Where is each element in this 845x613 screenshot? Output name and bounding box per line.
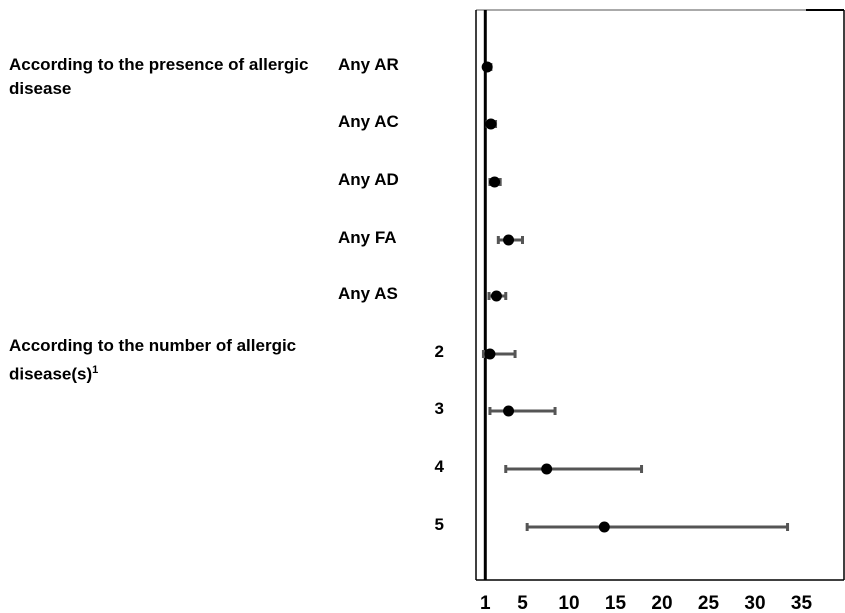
point-estimate bbox=[481, 61, 493, 73]
row-label: 2 bbox=[434, 342, 444, 361]
row-label: 5 bbox=[434, 515, 444, 534]
x-tick-label: 20 bbox=[651, 593, 672, 613]
group-title-number-superscript: 1 bbox=[92, 364, 99, 376]
row-label: 4 bbox=[434, 457, 444, 476]
point-estimate bbox=[490, 290, 502, 302]
point-estimate bbox=[541, 463, 553, 475]
x-tick-label: 5 bbox=[517, 593, 528, 613]
x-tick-label: 10 bbox=[558, 593, 579, 613]
row-label: Any AR bbox=[338, 55, 399, 74]
point-estimate bbox=[503, 234, 515, 246]
group-title-presence-text: According to the presence of allergic di… bbox=[9, 55, 309, 98]
group-title-number: According to the number of allergic dise… bbox=[9, 334, 339, 387]
group-title-number-text: According to the number of allergic dise… bbox=[9, 336, 297, 384]
x-tick-label: 1 bbox=[480, 593, 491, 613]
x-tick-label: 30 bbox=[744, 593, 765, 613]
group-title-presence: According to the presence of allergic di… bbox=[9, 53, 309, 101]
point-estimate bbox=[503, 405, 515, 417]
row-label: Any AD bbox=[338, 170, 399, 189]
x-tick-label: 25 bbox=[698, 593, 720, 613]
x-tick-label: 35 bbox=[791, 593, 813, 613]
row-label: Any AS bbox=[338, 284, 398, 303]
point-estimate bbox=[485, 118, 497, 130]
row-label: 3 bbox=[434, 399, 444, 418]
x-tick-label: 15 bbox=[605, 593, 627, 613]
row-label: Any FA bbox=[338, 228, 397, 247]
point-estimate bbox=[598, 521, 610, 533]
point-estimate bbox=[489, 176, 501, 188]
point-estimate bbox=[484, 348, 496, 360]
row-label: Any AC bbox=[338, 112, 399, 131]
